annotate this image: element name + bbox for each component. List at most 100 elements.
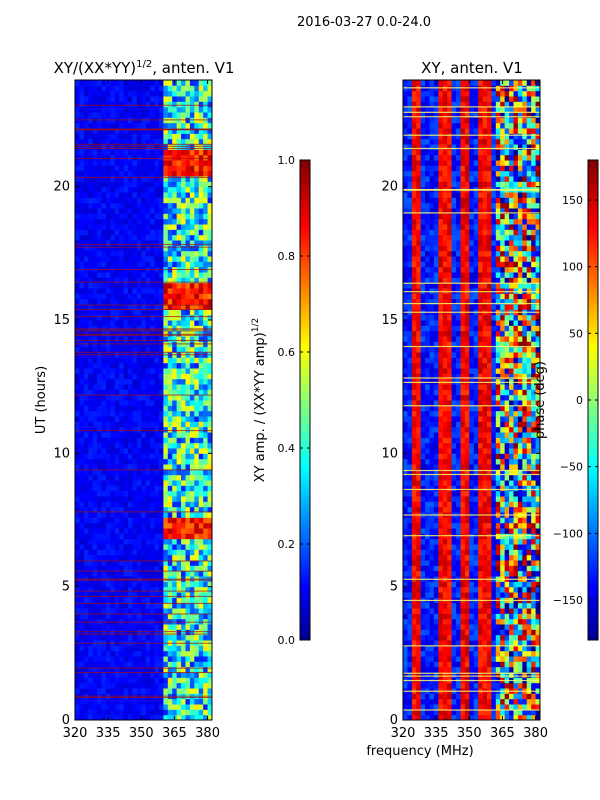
heatmap-cell [145, 426, 151, 433]
heatmap-cell [83, 618, 89, 625]
heatmap-cell [172, 400, 178, 406]
heatmap-cell [198, 389, 204, 396]
heatmap-cell [136, 618, 142, 625]
heatmap-cell [132, 218, 138, 225]
heatmap-cell [176, 101, 182, 108]
heatmap-cell [504, 634, 510, 641]
heatmap-cell [145, 165, 151, 172]
heatmap-cell [88, 250, 94, 257]
heatmap-cell [207, 634, 212, 641]
heatmap-cell [150, 570, 156, 577]
heatmap-cell [97, 213, 103, 220]
heatmap-cell [203, 512, 209, 518]
heatmap-cell [150, 597, 156, 604]
heatmap-cell [114, 106, 120, 113]
heatmap-cell [83, 234, 89, 241]
heatmap-cell [105, 378, 111, 385]
heatmap-cell [531, 666, 537, 673]
heatmap-cell [486, 602, 492, 609]
heatmap-cell [79, 666, 85, 673]
heatmap-cell [123, 400, 129, 406]
heatmap-cell [132, 149, 138, 156]
heatmap-cell [97, 80, 103, 86]
heatmap-cell [451, 565, 457, 572]
heatmap-cell [141, 362, 147, 369]
heatmap-cell [75, 426, 80, 433]
heatmap-cell [198, 186, 204, 193]
heatmap-cell [79, 224, 85, 230]
heatmap-cell [136, 378, 142, 385]
heatmap-cell [92, 165, 98, 172]
heatmap-cell [433, 618, 439, 625]
heatmap-cell [194, 672, 200, 678]
heatmap-cell [185, 469, 191, 476]
heatmap-cell [83, 133, 89, 140]
heatmap-cell [105, 149, 111, 156]
heatmap-cell [101, 170, 107, 177]
heatmap-cell [447, 650, 453, 657]
heatmap-cell [198, 101, 204, 108]
x-tick-label: 350 [129, 726, 154, 741]
heatmap-cell [473, 693, 479, 700]
heatmap-cell [145, 618, 151, 625]
heatmap-cell [105, 272, 111, 278]
heatmap-cell [181, 496, 186, 502]
heatmap-cell [88, 357, 94, 364]
heatmap-cell [154, 282, 160, 289]
heatmap-cell [105, 144, 111, 150]
heatmap-cell [123, 592, 129, 598]
heatmap-cell [132, 192, 138, 198]
heatmap-cell [150, 688, 156, 694]
heatmap-cell [105, 394, 111, 401]
heatmap-cell [105, 373, 111, 380]
heatmap-cell [158, 650, 164, 657]
heatmap-cell [136, 304, 142, 310]
heatmap-cell [429, 544, 435, 550]
heatmap-cell [114, 512, 120, 518]
heatmap-cell [438, 586, 444, 593]
heatmap-cell [194, 570, 200, 577]
heatmap-cell [123, 309, 129, 316]
heatmap-row-artifact [75, 339, 212, 341]
heatmap-cell [167, 378, 173, 385]
heatmap-cell [460, 709, 466, 716]
heatmap-cell [473, 629, 479, 636]
heatmap-cell [114, 250, 120, 257]
heatmap-cell [185, 581, 191, 588]
heatmap-cell [101, 496, 107, 502]
heatmap-cell [163, 170, 169, 177]
heatmap-cell [531, 565, 537, 572]
heatmap-cell [75, 320, 80, 326]
heatmap-cell [75, 298, 80, 305]
heatmap-cell [83, 602, 89, 609]
heatmap-cell [167, 688, 173, 694]
heatmap-cell [491, 522, 497, 529]
heatmap-cell [416, 586, 422, 593]
heatmap-cell [203, 224, 209, 230]
heatmap-cell [101, 293, 107, 300]
heatmap-cell [522, 640, 528, 646]
heatmap-cell [88, 421, 94, 428]
heatmap-cell [451, 624, 457, 630]
heatmap-cell [207, 416, 212, 422]
heatmap-cell [154, 570, 160, 577]
heatmap-cell [97, 442, 103, 449]
heatmap-cell [150, 298, 156, 305]
heatmap-cell [128, 229, 133, 236]
heatmap-cell [167, 490, 173, 497]
heatmap-cell [154, 250, 160, 257]
heatmap-cell [163, 384, 169, 390]
heatmap-cell [425, 538, 431, 545]
heatmap-cell [110, 288, 116, 294]
heatmap-cell [189, 608, 195, 614]
heatmap-cell [128, 197, 133, 204]
heatmap-cell [469, 645, 475, 652]
heatmap-cell [150, 213, 156, 220]
heatmap-cell [420, 549, 426, 556]
heatmap-cell [145, 421, 151, 428]
heatmap-cell [495, 672, 501, 678]
heatmap-cell [194, 565, 200, 572]
heatmap-cell [411, 554, 417, 561]
heatmap-cell [141, 250, 147, 257]
heatmap-cell [460, 544, 466, 550]
